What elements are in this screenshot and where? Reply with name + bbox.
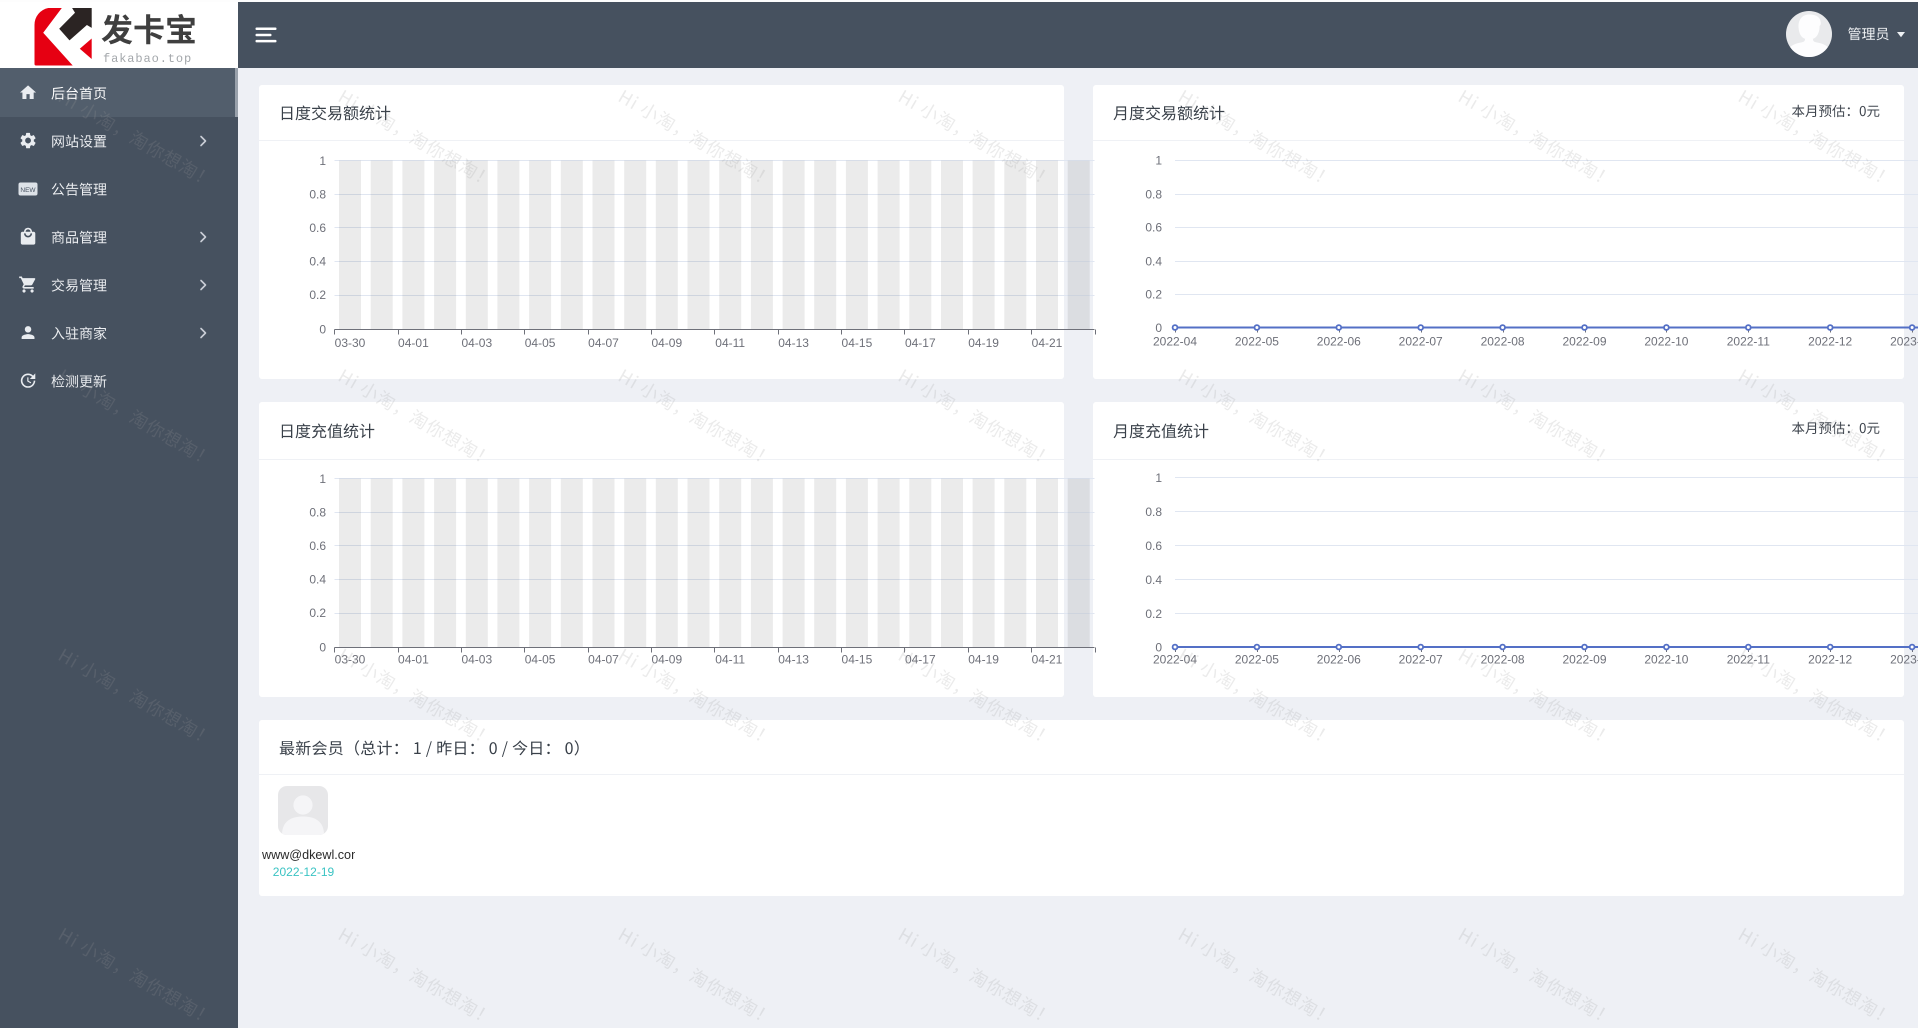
svg-text:2022-08: 2022-08 xyxy=(1481,653,1525,667)
svg-text:2022-07: 2022-07 xyxy=(1399,653,1443,667)
svg-text:0: 0 xyxy=(319,323,326,337)
svg-text:04-03: 04-03 xyxy=(461,653,492,667)
svg-text:0: 0 xyxy=(1155,641,1162,655)
svg-text:04-01: 04-01 xyxy=(398,653,429,667)
svg-text:0.2: 0.2 xyxy=(1145,288,1162,302)
svg-text:0: 0 xyxy=(1155,321,1162,335)
svg-text:04-21: 04-21 xyxy=(1032,653,1063,667)
svg-text:2022-11: 2022-11 xyxy=(1727,335,1770,349)
svg-text:04-13: 04-13 xyxy=(778,336,809,350)
svg-text:2023-01: 2023-01 xyxy=(1890,653,1918,667)
svg-text:0.4: 0.4 xyxy=(1145,573,1162,587)
svg-text:0.8: 0.8 xyxy=(309,188,326,202)
svg-text:1: 1 xyxy=(319,472,326,486)
svg-text:04-03: 04-03 xyxy=(461,336,492,350)
svg-text:2022-10: 2022-10 xyxy=(1644,653,1688,667)
svg-text:04-09: 04-09 xyxy=(651,653,682,667)
svg-text:03-30: 03-30 xyxy=(335,653,366,667)
svg-text:2022-04: 2022-04 xyxy=(1153,653,1197,667)
svg-text:04-07: 04-07 xyxy=(588,336,619,350)
svg-text:2022-06: 2022-06 xyxy=(1317,335,1361,349)
svg-text:2022-10: 2022-10 xyxy=(1644,335,1688,349)
svg-text:0.6: 0.6 xyxy=(1145,539,1162,553)
svg-text:1: 1 xyxy=(319,154,326,168)
svg-text:2022-11: 2022-11 xyxy=(1727,653,1770,667)
svg-text:0.4: 0.4 xyxy=(309,573,326,587)
svg-text:2022-12: 2022-12 xyxy=(1808,335,1852,349)
svg-text:0: 0 xyxy=(319,641,326,655)
svg-text:0.2: 0.2 xyxy=(309,606,326,620)
svg-text:04-21: 04-21 xyxy=(1032,336,1063,350)
svg-text:2022-05: 2022-05 xyxy=(1235,653,1279,667)
svg-text:04-11: 04-11 xyxy=(715,653,745,667)
svg-text:04-05: 04-05 xyxy=(525,653,556,667)
svg-text:2022-05: 2022-05 xyxy=(1235,335,1279,349)
svg-text:04-01: 04-01 xyxy=(398,336,429,350)
svg-text:04-13: 04-13 xyxy=(778,653,809,667)
svg-text:0.2: 0.2 xyxy=(1145,607,1162,621)
svg-text:0.6: 0.6 xyxy=(1145,221,1162,235)
svg-text:04-17: 04-17 xyxy=(905,336,936,350)
svg-text:04-07: 04-07 xyxy=(588,653,619,667)
svg-text:2022-06: 2022-06 xyxy=(1317,653,1361,667)
svg-text:2022-09: 2022-09 xyxy=(1562,653,1606,667)
svg-text:2023-01: 2023-01 xyxy=(1890,335,1918,349)
svg-text:0.4: 0.4 xyxy=(1145,255,1162,269)
svg-text:04-15: 04-15 xyxy=(842,336,873,350)
svg-text:04-19: 04-19 xyxy=(968,336,999,350)
svg-text:0.8: 0.8 xyxy=(1145,505,1162,519)
svg-text:0.2: 0.2 xyxy=(309,288,326,302)
svg-text:0.8: 0.8 xyxy=(309,506,326,520)
svg-text:04-15: 04-15 xyxy=(842,653,873,667)
svg-text:04-11: 04-11 xyxy=(715,336,745,350)
svg-text:04-17: 04-17 xyxy=(905,653,936,667)
svg-text:2022-08: 2022-08 xyxy=(1481,335,1525,349)
svg-text:0.6: 0.6 xyxy=(309,539,326,553)
svg-text:04-09: 04-09 xyxy=(651,336,682,350)
svg-text:1: 1 xyxy=(1155,154,1162,168)
svg-text:04-19: 04-19 xyxy=(968,653,999,667)
svg-text:1: 1 xyxy=(1155,471,1162,485)
svg-text:0.6: 0.6 xyxy=(309,221,326,235)
svg-text:2022-09: 2022-09 xyxy=(1562,335,1606,349)
svg-text:2022-12: 2022-12 xyxy=(1808,653,1852,667)
svg-text:04-05: 04-05 xyxy=(525,336,556,350)
svg-text:0.8: 0.8 xyxy=(1145,188,1162,202)
svg-text:2022-07: 2022-07 xyxy=(1399,335,1443,349)
svg-text:0.4: 0.4 xyxy=(309,255,326,269)
svg-text:03-30: 03-30 xyxy=(335,336,366,350)
svg-text:2022-04: 2022-04 xyxy=(1153,335,1197,349)
